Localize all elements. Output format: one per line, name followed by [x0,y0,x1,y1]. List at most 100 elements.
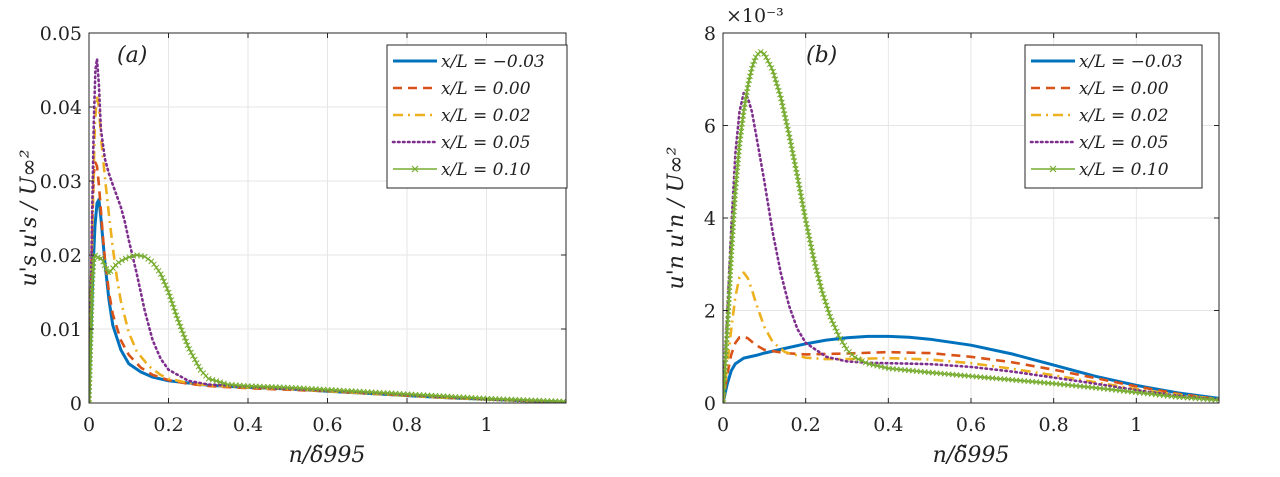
data-point-marker [862,359,869,366]
data-point-marker [153,264,160,271]
data-point-marker [164,285,170,292]
legend-label: x/L = 0.00 [1079,79,1169,99]
x-tick-label: 0 [83,414,95,436]
data-point-marker [145,256,151,262]
data-point-marker [190,353,196,359]
data-point-marker [89,364,93,370]
data-point-marker [183,338,189,345]
data-point-marker [560,398,566,403]
series-line [723,335,1219,403]
data-point-marker [832,324,838,331]
data-point-marker [830,321,837,327]
data-point-marker [100,258,107,265]
x-tick-label: 0 [717,414,729,436]
data-point-marker [172,308,178,315]
x-tick-label: 0.4 [233,414,263,436]
y-tick-label: 0.02 [40,245,82,267]
series-line [723,334,1219,403]
y-tick-label: 6 [704,116,716,138]
data-point-marker [723,372,728,378]
x-tick-label: 0.2 [791,414,821,436]
data-point-marker [98,255,104,262]
data-point-marker [757,48,764,55]
data-point-marker [89,344,94,350]
data-point-marker [852,354,858,361]
legend-label: x/L = 0.02 [1079,106,1169,126]
panel-label: (b) [806,43,837,68]
y-exponent-label: ×10⁻³ [726,5,784,27]
data-point-marker [841,342,848,349]
x-tick-label: 0.4 [873,414,903,436]
data-point-marker [89,352,94,358]
legend-label: x/L = −0.03 [441,52,545,72]
y-tick-label: 0.05 [40,23,82,45]
data-point-marker [151,261,157,268]
x-tick-label: 1 [480,414,492,436]
data-point-marker [824,306,831,313]
data-point-marker [168,297,175,303]
data-point-marker [723,376,728,382]
series-3 [723,271,1219,403]
data-point-marker [165,289,172,296]
y-tick-label: 0.01 [40,319,82,341]
data-point-marker [188,349,194,356]
data-point-marker [723,388,727,394]
data-point-marker [177,323,184,330]
x-axis-label: n/δ̃995 [933,443,1010,468]
data-point-marker [169,301,176,307]
data-point-marker [191,356,198,363]
data-point-marker [170,304,177,311]
chart-panel-a: 0 0.2 0.4 0.6 0.8 1 0 0.01 0.02 0.03 0.04 0.05 n/δ̃9… [17,23,568,468]
data-point-marker [822,298,829,305]
data-point-marker [119,257,125,264]
data-point-marker [101,262,108,269]
data-point-marker [751,58,758,64]
data-point-marker [173,312,180,319]
legend: x/L = −0.03 x/L = 0.00 x/L = 0.02 x/L = 0.0… [386,44,568,189]
data-point-marker [766,61,773,68]
data-point-marker [835,332,842,338]
x-axis-label: n/δ̃995 [289,443,366,468]
legend-label: x/L = 0.05 [441,133,531,153]
series-2 [723,335,1219,403]
data-point-marker [723,380,728,386]
data-point-marker [103,266,110,272]
data-point-marker [89,360,93,366]
data-point-marker [723,400,726,403]
data-point-marker [89,380,93,386]
data-point-marker [167,293,173,300]
data-point-marker [162,282,169,288]
x-tick-label: 0.6 [312,414,342,436]
series-5 [723,48,1219,403]
y-tick-label: 0 [704,393,716,415]
panel-label: (a) [117,43,147,68]
legend-label: x/L = 0.10 [441,160,531,180]
data-point-marker [90,256,97,262]
data-point-marker [89,368,93,374]
data-point-marker [89,356,94,362]
legend-label: x/L = −0.03 [1079,52,1183,72]
y-axis-label: u'n u'n / U∞² [664,147,689,290]
x-tick-label: 0.6 [956,414,986,436]
data-point-marker [181,334,188,341]
legend-marker [1049,165,1057,173]
series-line [723,271,1219,403]
data-point-marker [89,400,92,403]
data-point-marker [763,54,769,61]
y-axis-label: u's u's / U∞² [17,149,42,286]
data-point-marker [833,328,840,335]
data-point-marker [827,313,834,320]
legend-label: x/L = 0.00 [441,79,531,99]
legend-marker [411,165,419,173]
x-tick-label: 0.2 [153,414,183,436]
data-point-marker [157,271,164,277]
legend-label: x/L = 0.05 [1079,133,1169,153]
x-tick-label: 0.8 [1039,414,1069,436]
series-line [89,161,566,403]
data-point-marker [826,310,832,316]
y-tick-label: 2 [704,301,716,323]
data-point-marker [761,50,768,57]
series-line [723,91,1219,403]
series-1 [723,334,1219,403]
